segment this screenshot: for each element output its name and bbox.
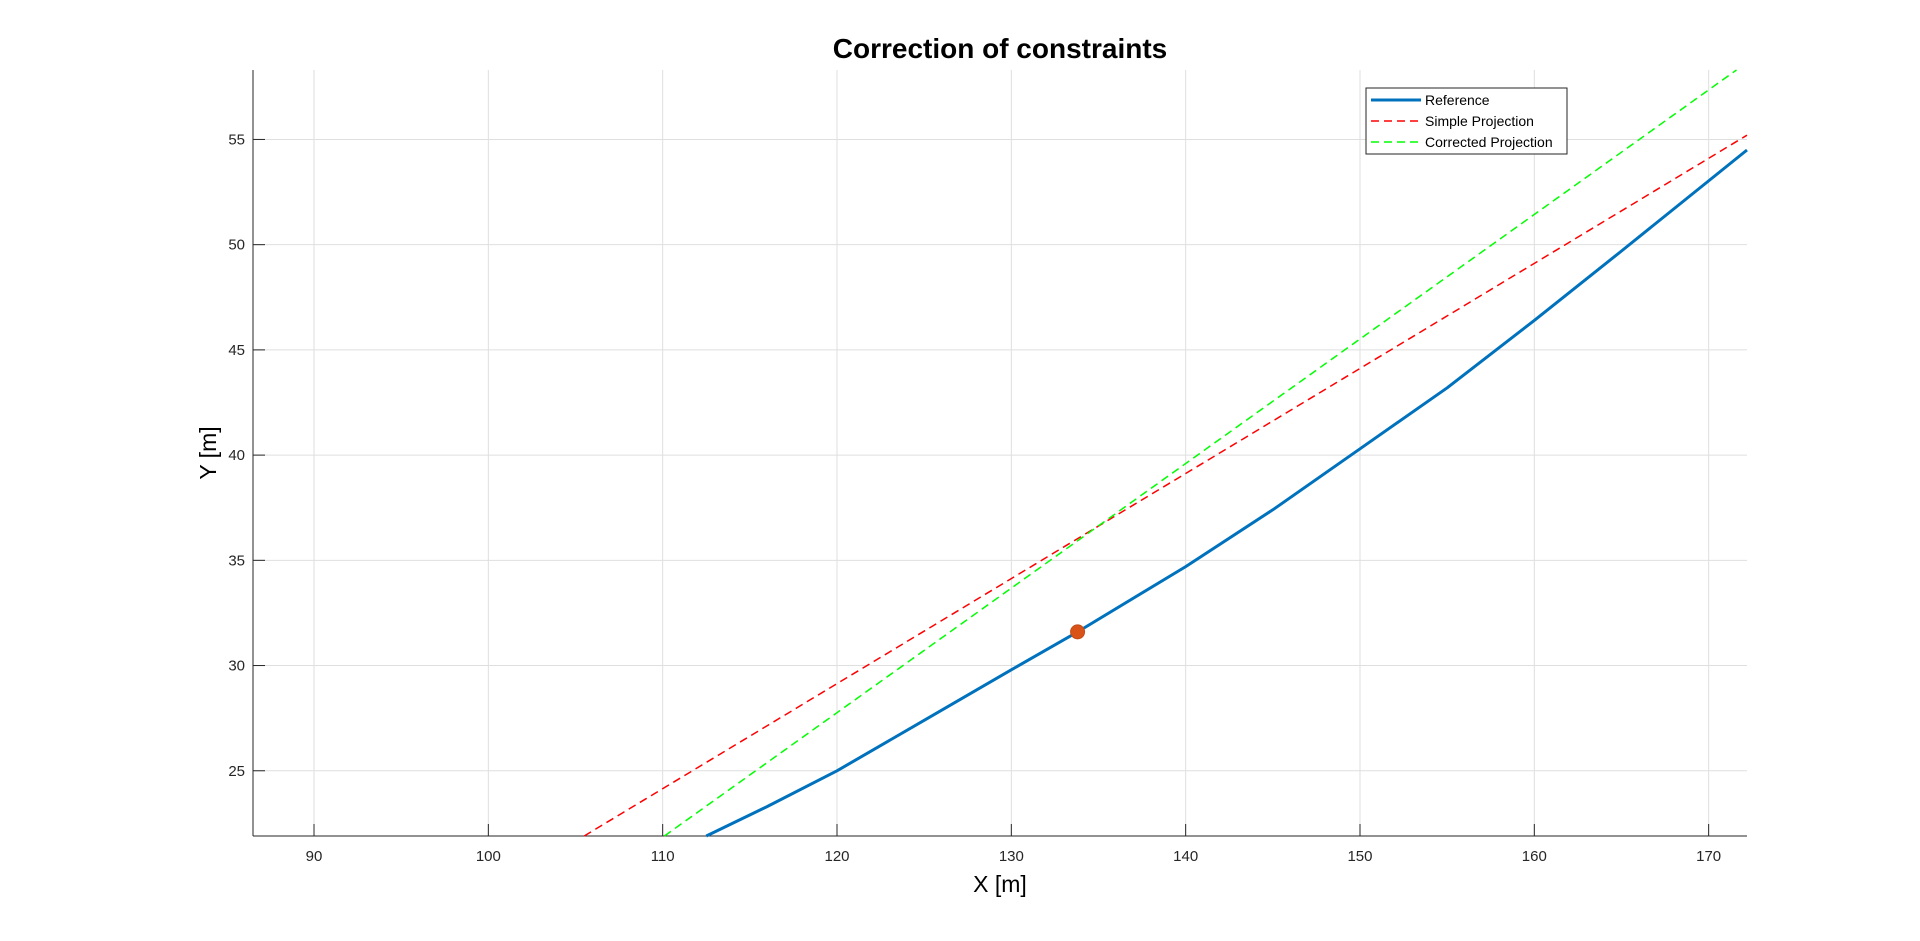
y-tick-label: 50 xyxy=(228,237,245,254)
y-tick-label: 30 xyxy=(228,658,245,675)
x-axis-label: X [m] xyxy=(973,871,1027,897)
legend-label-reference: Reference xyxy=(1425,92,1490,108)
chart-title: Correction of constraints xyxy=(833,33,1167,64)
x-tick-label: 160 xyxy=(1522,848,1547,865)
axes xyxy=(252,70,1747,837)
current-position-marker xyxy=(1070,624,1086,640)
x-tick-label: 100 xyxy=(476,848,501,865)
x-ticks: 90 100 110 120 130 140 150 160 170 xyxy=(306,824,1721,865)
x-tick-label: 120 xyxy=(824,848,849,865)
plot-background xyxy=(253,70,1747,836)
x-tick-label: 110 xyxy=(651,848,675,865)
x-tick-label: 150 xyxy=(1347,848,1372,865)
series xyxy=(583,69,1748,838)
legend-label-corrected-projection: Corrected Projection xyxy=(1425,134,1553,150)
y-tick-label: 55 xyxy=(228,131,245,148)
series-line-simple-projection xyxy=(583,134,1748,837)
y-tick-label: 40 xyxy=(228,447,245,464)
x-tick-label: 140 xyxy=(1173,848,1198,865)
x-tick-label: 90 xyxy=(306,848,323,865)
markers xyxy=(1070,624,1086,640)
y-tick-label: 35 xyxy=(228,552,245,569)
y-ticks: 25 30 35 40 45 50 55 xyxy=(228,131,265,780)
x-tick-label: 130 xyxy=(999,848,1024,865)
legend-label-simple-projection: Simple Projection xyxy=(1425,113,1534,129)
series-line-corrected-projection xyxy=(663,69,1737,837)
series-line-reference xyxy=(705,148,1748,838)
legend: Reference Simple Projection Corrected Pr… xyxy=(1365,87,1568,155)
y-tick-label: 25 xyxy=(228,763,245,780)
x-tick-label: 170 xyxy=(1696,848,1721,865)
y-tick-label: 45 xyxy=(228,342,245,359)
y-axis-label: Y [m] xyxy=(195,426,221,479)
